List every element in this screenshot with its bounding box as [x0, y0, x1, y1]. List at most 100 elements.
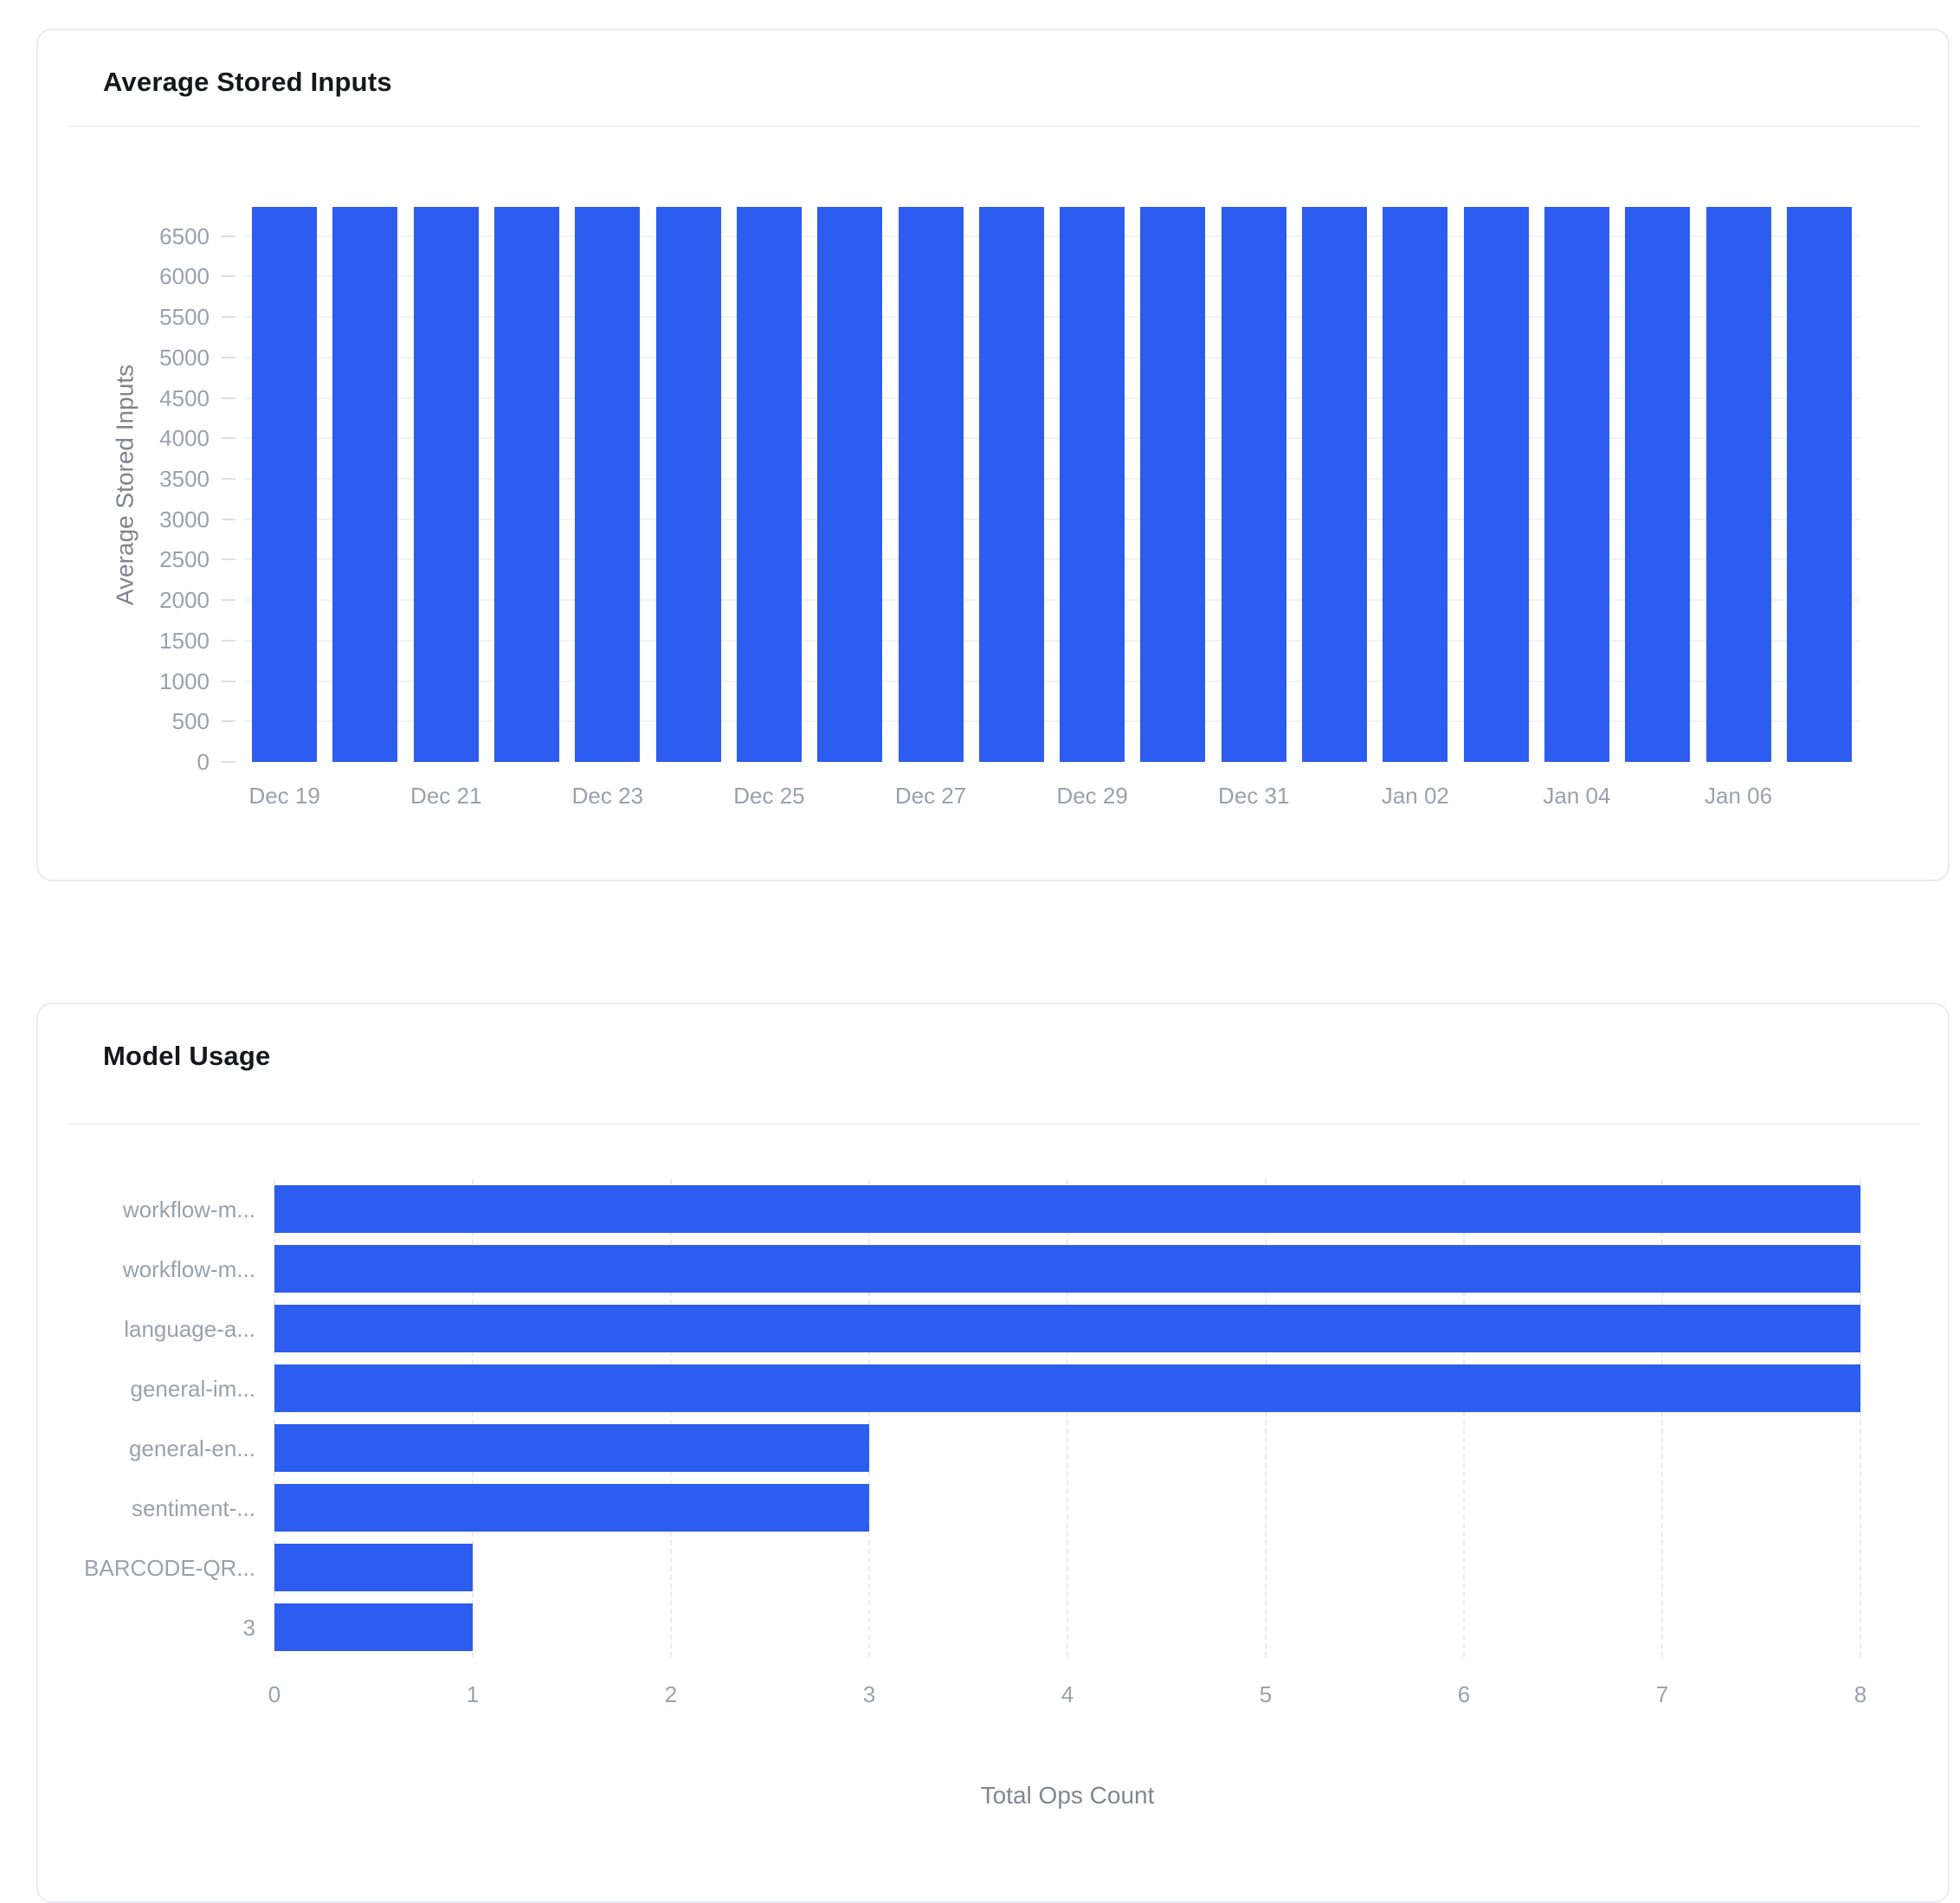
y-axis-category-label: general-en... — [129, 1435, 255, 1461]
x-gridline — [274, 1179, 275, 1657]
y-axis-category-label: BARCODE-QR... — [84, 1554, 255, 1581]
y-gridline — [244, 558, 1860, 561]
bar-Dec 27 — [898, 207, 964, 762]
bar-Jan 06 — [1705, 207, 1771, 762]
bar-Dec 28 — [978, 207, 1044, 762]
x-gridline — [1860, 1179, 1861, 1657]
y-axis-tick-label: 6000 — [159, 263, 210, 290]
y-axis-tick-label: 5500 — [159, 304, 210, 331]
x-axis-tick-label: Dec 31 — [1218, 783, 1290, 809]
x-axis-tick-label: 5 — [1259, 1681, 1273, 1707]
x-axis-tick-label: Dec 19 — [248, 783, 320, 809]
x-axis-tick-label: Dec 23 — [571, 783, 644, 809]
y-axis-tick-label: 4500 — [159, 384, 210, 411]
y-axis-tick-label: 2500 — [159, 546, 210, 573]
x-axis-tick-label: 7 — [1655, 1681, 1669, 1707]
x-axis-tick-label: Jan 02 — [1381, 783, 1449, 809]
bar-Jan 07 — [1786, 207, 1852, 762]
y-axis-tick-label: 3500 — [159, 465, 210, 492]
y-axis-tick-label: 500 — [171, 708, 210, 735]
x-axis-name: Total Ops Count — [980, 1782, 1155, 1809]
y-axis-category-label: language-a... — [124, 1315, 255, 1342]
bar-Jan 05 — [1625, 207, 1691, 762]
x-gridline — [1067, 1179, 1068, 1657]
y-axis-tick — [222, 397, 235, 399]
y-gridline — [244, 397, 1860, 399]
x-axis-tick-label: Jan 06 — [1705, 783, 1773, 809]
y-axis-tick — [222, 477, 235, 480]
y-axis-tick-label: 6500 — [159, 223, 210, 249]
x-gridline — [868, 1179, 870, 1657]
bar-general-im... — [274, 1364, 1860, 1412]
y-axis-tick — [222, 720, 235, 723]
x-axis-tick-label: 2 — [664, 1681, 678, 1707]
y-axis-tick — [222, 761, 235, 763]
x-axis-tick-label: 8 — [1854, 1681, 1867, 1707]
y-axis-tick-label: 3000 — [159, 506, 210, 532]
bar-workflow-m... — [274, 1185, 1860, 1233]
bar-Dec 25 — [736, 207, 802, 762]
y-axis-tick — [222, 599, 235, 602]
y-gridline — [244, 437, 1860, 440]
y-axis-category-label: sentiment-... — [131, 1494, 255, 1521]
x-axis-tick-label: 4 — [1061, 1681, 1074, 1707]
y-gridline — [244, 356, 1860, 358]
y-axis-tick — [222, 235, 235, 237]
bar-Jan 04 — [1544, 207, 1609, 762]
bar-Jan 03 — [1463, 207, 1529, 762]
model-usage-bar-chart: 0 1 2 3 4 5 6 7 8 workflow-m... workflow-m... langu… — [84, 1179, 1867, 1808]
average-stored-inputs-card: Average Stored Inputs 0 500 1000 1500 2000 25… — [36, 29, 1950, 881]
bar-Dec 31 — [1221, 207, 1286, 762]
x-gridline — [472, 1179, 474, 1657]
x-axis-tick-label: 6 — [1457, 1681, 1471, 1707]
bar-Jan 01 — [1302, 207, 1368, 762]
y-axis-tick — [222, 518, 235, 520]
y-axis-tick — [222, 558, 235, 561]
y-axis-tick-label: 0 — [197, 749, 210, 775]
y-gridline — [244, 639, 1860, 642]
x-axis-tick-label: Dec 25 — [733, 783, 805, 809]
bar-sentiment-... — [274, 1484, 869, 1532]
bar-general-en... — [274, 1424, 869, 1472]
bar-workflow-m... — [274, 1245, 1860, 1293]
x-gridline — [1463, 1179, 1465, 1657]
x-axis-tick-label: Dec 21 — [410, 783, 482, 809]
y-axis-tick-label: 5000 — [159, 344, 210, 371]
x-gridline — [1661, 1179, 1663, 1657]
y-axis-category-label: workflow-m... — [122, 1255, 255, 1282]
y-axis-tick — [222, 680, 235, 682]
x-axis-tick-label: 0 — [268, 1681, 281, 1707]
bar-BARCODE-QR... — [274, 1544, 473, 1591]
y-axis-category-label: workflow-m... — [122, 1196, 255, 1222]
bar-Dec 19 — [252, 207, 318, 762]
y-axis-tick-label: 4000 — [159, 425, 210, 452]
x-axis-tick-label: Dec 29 — [1056, 783, 1128, 809]
bar-Jan 02 — [1383, 207, 1448, 762]
y-gridline — [244, 680, 1860, 682]
bar-Dec 20 — [332, 207, 398, 762]
y-axis-tick — [222, 437, 235, 440]
bar-Dec 23 — [575, 207, 641, 762]
y-gridline — [244, 518, 1860, 520]
y-axis-name: Average Stored Inputs — [111, 364, 138, 605]
y-gridline — [244, 316, 1860, 319]
x-axis-tick-label: Dec 27 — [894, 783, 967, 809]
x-gridline — [670, 1179, 672, 1657]
y-axis-category-label: general-im... — [130, 1375, 256, 1402]
card-divider — [67, 1123, 1919, 1125]
x-axis-tick-label: 1 — [466, 1681, 480, 1707]
y-axis-tick — [222, 356, 235, 358]
y-axis-category-label: 3 — [242, 1614, 255, 1641]
bar-Dec 24 — [655, 207, 721, 762]
bar-Dec 26 — [817, 207, 883, 762]
y-axis-tick — [222, 316, 235, 319]
y-axis-tick-label: 1000 — [159, 668, 210, 694]
x-axis-tick-label: Jan 04 — [1543, 783, 1611, 809]
y-gridline — [244, 599, 1860, 602]
dashboard-page: { "cards": [ { "title": "Average Stored … — [36, 29, 1950, 1903]
y-axis-tick-label: 2000 — [159, 587, 210, 614]
bar-3 — [274, 1603, 473, 1651]
card-divider — [67, 126, 1919, 127]
x-axis-tick-label: 3 — [862, 1681, 876, 1707]
y-axis-tick-label: 1500 — [159, 627, 210, 654]
